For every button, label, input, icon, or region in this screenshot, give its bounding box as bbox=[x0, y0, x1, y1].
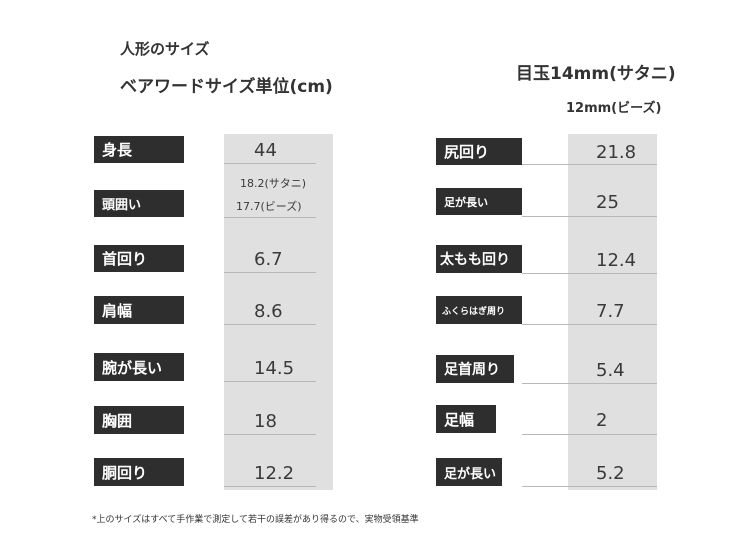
value-shoulder-width: 8.6 bbox=[254, 301, 283, 322]
label-ankle: 足首周り bbox=[436, 355, 514, 383]
label-arm-length: 腕が長い bbox=[94, 353, 184, 381]
label-thigh: 太もも回り bbox=[436, 245, 522, 273]
row-divider bbox=[522, 434, 657, 435]
value-ankle: 5.4 bbox=[596, 360, 625, 381]
row-divider bbox=[522, 383, 657, 384]
row-divider bbox=[522, 164, 657, 165]
row-divider bbox=[224, 217, 316, 218]
value-head-beads: 17.7(ビーズ) bbox=[236, 200, 302, 213]
label-height: 身長 bbox=[94, 136, 184, 163]
label-calf: ふくらはぎ周り bbox=[436, 296, 522, 324]
left-value-column bbox=[224, 134, 333, 490]
row-divider bbox=[522, 216, 657, 217]
row-divider bbox=[224, 324, 316, 325]
row-divider bbox=[224, 434, 316, 435]
label-foot-width: 足幅 bbox=[436, 405, 496, 433]
label-hip: 尻回り bbox=[436, 138, 522, 165]
eye-beads-heading: 12mm(ビーズ) bbox=[566, 101, 662, 116]
value-calf: 7.7 bbox=[596, 301, 625, 322]
row-divider bbox=[224, 486, 316, 487]
row-divider bbox=[224, 163, 316, 164]
footnote: *上のサイズはすべて手作業で測定して若干の誤差があり得るので、実物受領基準 bbox=[92, 515, 419, 525]
value-thigh: 12.4 bbox=[596, 250, 637, 271]
value-arm-length: 14.5 bbox=[254, 358, 295, 379]
label-neck: 首回り bbox=[94, 245, 184, 272]
right-value-column bbox=[568, 134, 657, 490]
label-shoulder-width: 肩幅 bbox=[94, 296, 184, 324]
row-divider bbox=[224, 272, 316, 273]
value-leg-length: 25 bbox=[596, 192, 619, 213]
row-divider bbox=[224, 381, 316, 382]
row-divider bbox=[522, 324, 657, 325]
label-waist: 胴回り bbox=[94, 458, 184, 486]
value-foot-length: 5.2 bbox=[596, 463, 625, 484]
value-hip: 21.8 bbox=[596, 142, 637, 163]
doll-size-heading: 人形のサイズ bbox=[120, 40, 210, 58]
value-chest: 18 bbox=[254, 411, 277, 432]
value-head-satani: 18.2(サタニ) bbox=[240, 177, 307, 190]
label-foot-length: 足が長い bbox=[436, 458, 502, 486]
label-leg-length: 足が長い bbox=[436, 188, 522, 215]
value-neck: 6.7 bbox=[254, 249, 283, 270]
value-foot-width: 2 bbox=[596, 410, 608, 431]
eye-satani-heading: 目玉14mm(サタニ) bbox=[516, 64, 676, 84]
bear-size-unit-heading: ベアワードサイズ単位(cm) bbox=[120, 77, 333, 97]
label-chest: 胸囲 bbox=[94, 406, 184, 434]
value-waist: 12.2 bbox=[254, 463, 295, 484]
label-head-circumference: 頭囲い bbox=[94, 190, 184, 217]
row-divider bbox=[522, 486, 657, 487]
row-divider bbox=[522, 273, 657, 274]
value-height: 44 bbox=[254, 140, 277, 161]
